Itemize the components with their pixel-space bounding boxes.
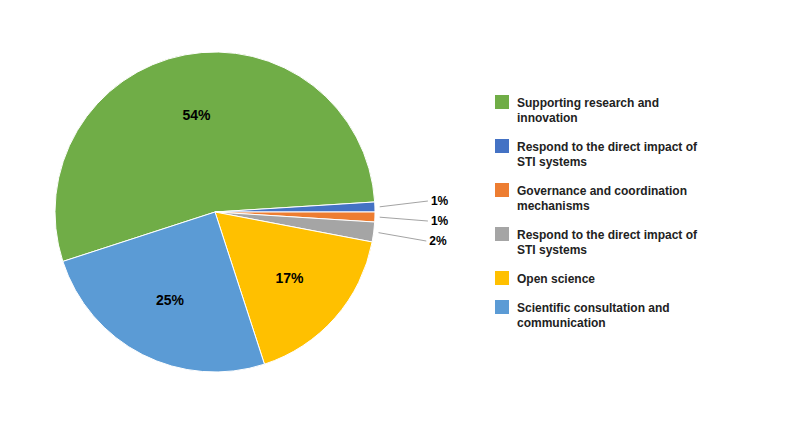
data-label: 25% bbox=[156, 292, 185, 308]
legend-item: Open science bbox=[495, 271, 595, 286]
chart: 54% 17% 25% 1% 1% 2% Supporting research andin… bbox=[0, 0, 787, 424]
data-label: 1% bbox=[431, 194, 449, 208]
legend-item: Scientific consultation andcommunication bbox=[495, 300, 670, 330]
legend-label: Supporting research andinnovation bbox=[517, 96, 659, 125]
legend-item: Respond to the direct impact ofSTI syste… bbox=[495, 227, 698, 257]
legend-swatch bbox=[495, 139, 509, 153]
data-label: 1% bbox=[431, 214, 449, 228]
data-labels: 54% 17% 25% 1% 1% 2% bbox=[156, 107, 449, 309]
pie: 54% 17% 25% 1% 1% 2% bbox=[55, 52, 449, 372]
legend-item: Supporting research andinnovation bbox=[495, 95, 659, 125]
legend-label: Respond to the direct impact ofSTI syste… bbox=[517, 228, 698, 257]
data-label: 17% bbox=[275, 270, 304, 286]
slices bbox=[55, 52, 375, 372]
legend-swatch bbox=[495, 271, 509, 285]
legend-item: Governance and coordinationmechanisms bbox=[495, 183, 687, 213]
legend-label: Respond to the direct impact ofSTI syste… bbox=[517, 140, 698, 169]
legend-swatch bbox=[495, 300, 509, 314]
data-label: 2% bbox=[429, 234, 447, 248]
data-label: 54% bbox=[182, 107, 211, 123]
leader-line bbox=[380, 201, 428, 207]
legend-item: Respond to the direct impact ofSTI syste… bbox=[495, 139, 698, 169]
legend: Supporting research andinnovation Respond… bbox=[495, 95, 698, 330]
legend-label: Governance and coordinationmechanisms bbox=[517, 184, 687, 213]
legend-swatch bbox=[495, 183, 509, 197]
legend-swatch bbox=[495, 95, 509, 109]
legend-swatch bbox=[495, 227, 509, 241]
leader-line bbox=[379, 233, 427, 241]
legend-label: Open science bbox=[517, 272, 595, 286]
legend-label: Scientific consultation andcommunication bbox=[517, 301, 670, 330]
pie-slice bbox=[215, 202, 375, 212]
pie-slice bbox=[63, 212, 265, 372]
leader-line bbox=[380, 217, 428, 221]
